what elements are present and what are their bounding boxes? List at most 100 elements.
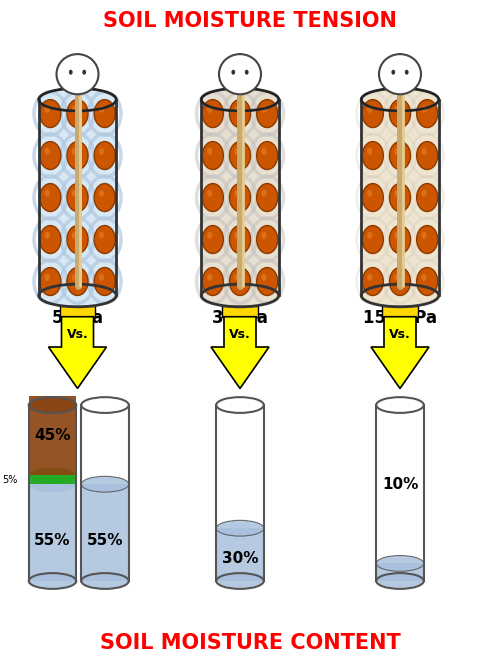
Text: 30%: 30% [222,551,258,566]
Text: SOIL MOISTURE TENSION: SOIL MOISTURE TENSION [103,11,397,31]
Ellipse shape [39,88,116,111]
Circle shape [390,268,410,295]
Circle shape [230,141,250,169]
Text: Vs.: Vs. [66,328,88,341]
Circle shape [416,268,438,295]
Circle shape [422,232,426,239]
Circle shape [362,100,384,127]
Circle shape [44,232,50,239]
Bar [28,396,76,475]
Ellipse shape [216,573,264,589]
Circle shape [99,232,104,239]
Circle shape [94,141,115,169]
Text: 5 kPa: 5 kPa [52,309,103,327]
Circle shape [72,190,77,197]
Ellipse shape [376,556,424,571]
Circle shape [40,183,61,212]
Bar [201,100,279,295]
Bar [376,563,424,581]
Circle shape [94,226,115,254]
Circle shape [416,141,438,169]
Circle shape [44,274,50,281]
Circle shape [416,183,438,212]
Circle shape [405,70,408,74]
Text: 5%: 5% [2,475,18,485]
Circle shape [422,148,426,155]
Text: 55%: 55% [34,533,71,548]
Text: 10%: 10% [382,477,418,492]
Circle shape [256,141,278,169]
Circle shape [422,274,426,281]
Circle shape [69,70,72,74]
Ellipse shape [379,54,421,94]
Circle shape [234,232,239,239]
Circle shape [230,268,250,295]
Circle shape [202,100,224,127]
Text: 55%: 55% [87,533,123,548]
Ellipse shape [29,573,76,589]
Circle shape [256,100,278,127]
Circle shape [202,141,224,169]
Circle shape [416,226,438,254]
Text: SOIL MOISTURE CONTENT: SOIL MOISTURE CONTENT [100,633,401,653]
Circle shape [207,190,212,197]
Bar [39,100,116,295]
Circle shape [394,190,400,197]
Circle shape [202,226,224,254]
Circle shape [394,148,400,155]
Circle shape [99,148,104,155]
Circle shape [99,190,104,197]
Circle shape [390,226,410,254]
Bar [216,529,264,581]
Ellipse shape [81,476,129,492]
Text: 45%: 45% [34,428,71,444]
Ellipse shape [361,284,439,307]
Ellipse shape [376,573,424,589]
Circle shape [67,268,88,295]
Circle shape [422,190,426,197]
Circle shape [367,232,372,239]
Bar [222,306,258,317]
Circle shape [362,226,384,254]
Circle shape [72,274,77,281]
Circle shape [44,190,50,197]
Circle shape [262,106,266,113]
Circle shape [234,106,239,113]
Ellipse shape [29,476,76,492]
Circle shape [262,190,266,197]
Circle shape [44,148,50,155]
Circle shape [234,274,239,281]
Circle shape [422,106,426,113]
Circle shape [262,274,266,281]
Circle shape [40,141,61,169]
Text: Vs.: Vs. [229,328,251,341]
Circle shape [392,70,395,74]
Ellipse shape [216,521,264,536]
Ellipse shape [56,54,98,94]
Circle shape [245,70,248,74]
Circle shape [67,141,88,169]
Circle shape [230,100,250,127]
Bar [382,306,418,317]
Polygon shape [48,317,106,388]
Circle shape [362,268,384,295]
Bar [28,484,76,581]
Circle shape [367,148,372,155]
Circle shape [390,100,410,127]
Circle shape [394,232,400,239]
Circle shape [207,274,212,281]
Circle shape [40,100,61,127]
Circle shape [256,268,278,295]
Circle shape [67,183,88,212]
Circle shape [234,190,239,197]
Circle shape [99,274,104,281]
Ellipse shape [201,88,279,111]
Ellipse shape [201,284,279,307]
Circle shape [99,106,104,113]
Ellipse shape [29,397,76,413]
Circle shape [367,106,372,113]
Circle shape [230,226,250,254]
Bar [60,306,95,317]
Text: 150 kPa: 150 kPa [363,309,437,327]
Ellipse shape [29,467,76,483]
